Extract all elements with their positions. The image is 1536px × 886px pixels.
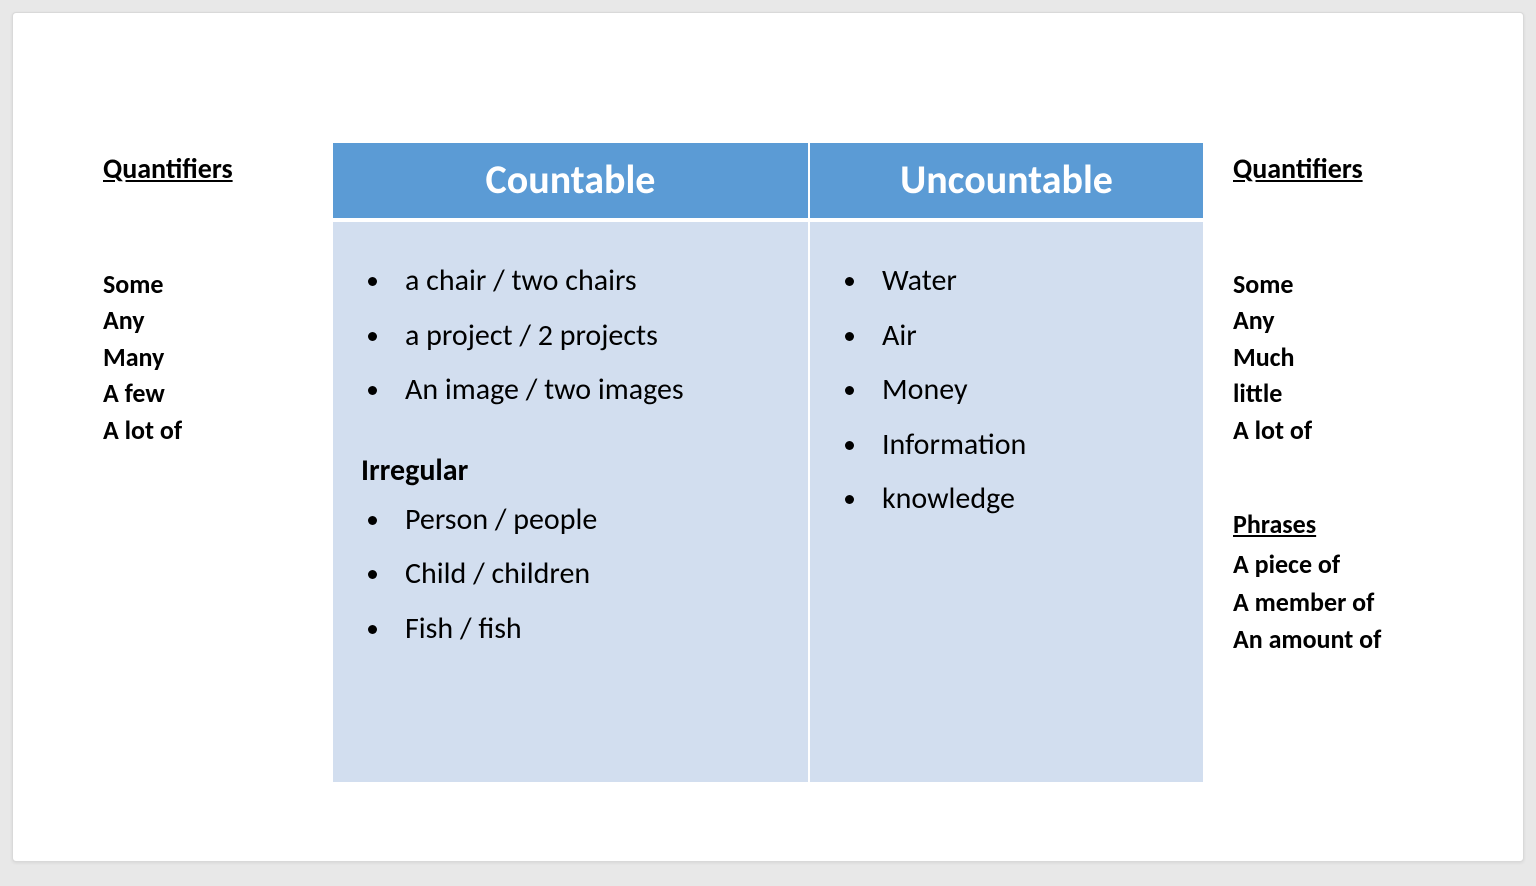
right-quantifier-item: A lot of bbox=[1233, 412, 1483, 448]
irregular-item: Person / people bbox=[393, 497, 782, 544]
left-quantifiers-heading: Quantifiers bbox=[103, 151, 313, 186]
left-quantifiers-list: Some Any Many A few A lot of bbox=[103, 266, 313, 448]
irregular-heading: Irregular bbox=[361, 452, 782, 489]
uncountable-item: knowledge bbox=[870, 476, 1177, 523]
left-quantifier-item: Any bbox=[103, 302, 313, 338]
left-quantifier-item: A lot of bbox=[103, 412, 313, 448]
right-quantifiers-panel: Quantifiers Some Any Much little A lot o… bbox=[1223, 143, 1483, 659]
countable-item: a project / 2 projects bbox=[393, 313, 782, 360]
countable-item: a chair / two chairs bbox=[393, 258, 782, 305]
uncountable-item: Air bbox=[870, 313, 1177, 360]
right-quantifier-item: Much bbox=[1233, 339, 1483, 375]
right-quantifier-item: Some bbox=[1233, 266, 1483, 302]
phrases-heading: Phrases bbox=[1233, 508, 1483, 540]
countable-cell: a chair / two chairs a project / 2 proje… bbox=[333, 222, 808, 782]
uncountable-list: Water Air Money Information knowledge bbox=[870, 258, 1177, 523]
uncountable-cell: Water Air Money Information knowledge bbox=[810, 222, 1203, 782]
countable-item: An image / two images bbox=[393, 367, 782, 414]
phrases-list: A piece of A member of An amount of bbox=[1233, 546, 1483, 659]
left-quantifiers-panel: Quantifiers Some Any Many A few A lot of bbox=[103, 143, 313, 448]
uncountable-item: Money bbox=[870, 367, 1177, 414]
uncountable-column: Uncountable Water Air Money Information … bbox=[808, 143, 1203, 782]
content-row: Quantifiers Some Any Many A few A lot of… bbox=[103, 143, 1483, 782]
right-quantifiers-list: Some Any Much little A lot of bbox=[1233, 266, 1483, 448]
uncountable-item: Water bbox=[870, 258, 1177, 305]
right-quantifier-item: Any bbox=[1233, 302, 1483, 338]
uncountable-header: Uncountable bbox=[810, 143, 1203, 222]
slide-page: Quantifiers Some Any Many A few A lot of… bbox=[12, 12, 1524, 862]
irregular-item: Fish / fish bbox=[393, 606, 782, 653]
right-quantifiers-heading: Quantifiers bbox=[1233, 151, 1483, 186]
countable-header: Countable bbox=[333, 143, 808, 222]
countable-list: a chair / two chairs a project / 2 proje… bbox=[393, 258, 782, 414]
right-quantifier-item: little bbox=[1233, 375, 1483, 411]
left-quantifier-item: A few bbox=[103, 375, 313, 411]
uncountable-item: Information bbox=[870, 422, 1177, 469]
left-quantifier-item: Many bbox=[103, 339, 313, 375]
irregular-list: Person / people Child / children Fish / … bbox=[393, 497, 782, 653]
countable-column: Countable a chair / two chairs a project… bbox=[333, 143, 808, 782]
irregular-item: Child / children bbox=[393, 551, 782, 598]
phrase-item: A member of bbox=[1233, 584, 1483, 622]
phrase-item: An amount of bbox=[1233, 621, 1483, 659]
phrase-item: A piece of bbox=[1233, 546, 1483, 584]
countable-uncountable-table: Countable a chair / two chairs a project… bbox=[333, 143, 1203, 782]
left-quantifier-item: Some bbox=[103, 266, 313, 302]
